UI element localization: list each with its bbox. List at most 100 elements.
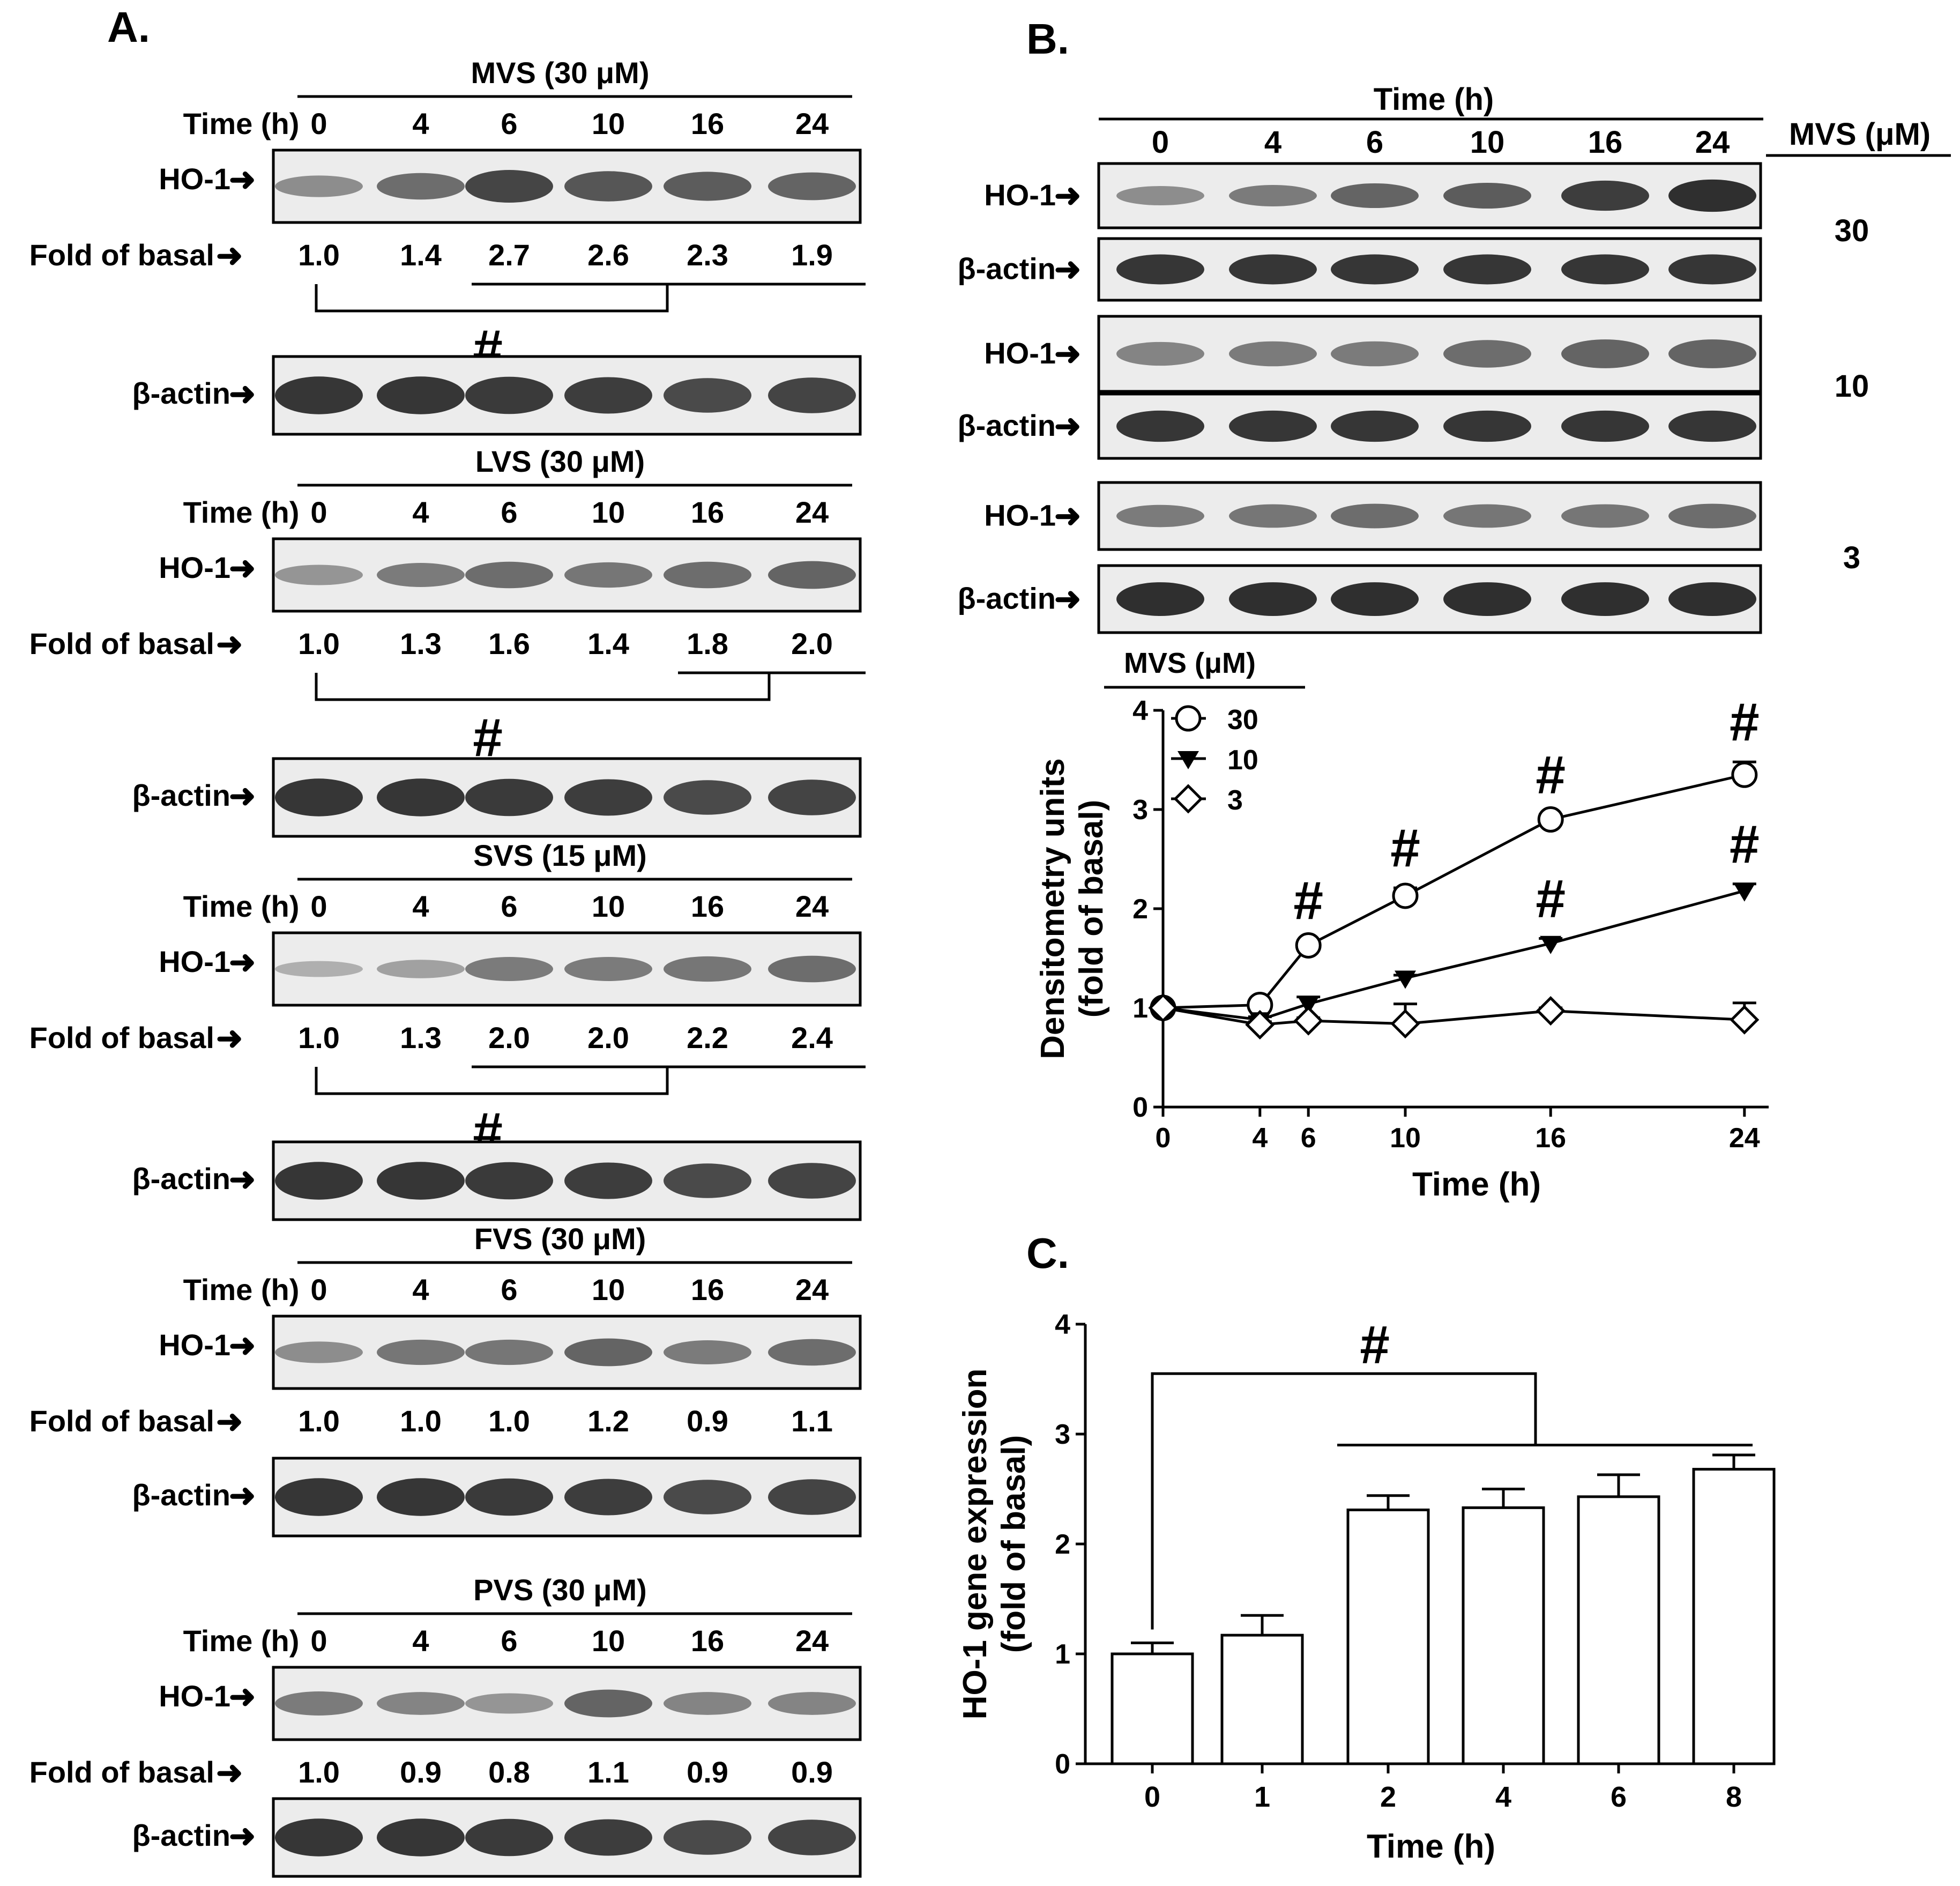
right-arrow-icon: ➜	[216, 1404, 243, 1439]
x-tick-label: 10	[1390, 1123, 1421, 1154]
legend-label: 3	[1227, 785, 1243, 816]
time-tick: 24	[1695, 125, 1730, 160]
band	[1443, 410, 1531, 442]
band	[275, 961, 363, 977]
y-tick-label: 4	[1132, 695, 1148, 726]
x-tick-label: 0	[1156, 1123, 1171, 1154]
legend-label: 10	[1227, 745, 1258, 776]
band	[1229, 410, 1317, 442]
panel-b-label: B.	[1026, 15, 1069, 63]
fold-value: 1.1	[587, 1755, 629, 1789]
band	[1668, 582, 1756, 616]
ho1-blot	[1097, 162, 1762, 229]
time-tick: 10	[592, 1624, 625, 1658]
fold-value: 1.4	[587, 627, 629, 660]
series-10	[1151, 882, 1756, 1031]
fold-value: 1.0	[298, 238, 340, 272]
band	[664, 956, 751, 982]
band	[465, 778, 553, 816]
band	[664, 1480, 751, 1514]
x-tick-label: 4	[1495, 1781, 1511, 1813]
data-point	[1733, 883, 1755, 902]
fold-value: 2.0	[587, 1021, 629, 1055]
dose-label: 3	[1843, 540, 1860, 575]
band	[275, 175, 363, 197]
right-arrow-icon: ➜	[229, 778, 256, 814]
time-tick: 0	[310, 1273, 327, 1306]
band	[1116, 186, 1204, 205]
band	[1443, 182, 1531, 209]
right-arrow-icon: ➜	[229, 1818, 256, 1854]
fold-value: 1.6	[488, 627, 530, 660]
band	[768, 172, 856, 201]
right-arrow-icon: ➜	[1054, 336, 1081, 372]
y-axis-label-line: (fold of basal)	[995, 1435, 1032, 1653]
fold-value: 2.0	[488, 1021, 530, 1055]
x-tick-label: 0	[1144, 1781, 1160, 1813]
band	[564, 1162, 652, 1199]
significance-bracket	[315, 673, 771, 701]
band	[1561, 254, 1649, 285]
band	[1116, 341, 1204, 366]
band	[1443, 340, 1531, 368]
data-point	[1295, 932, 1322, 959]
fold-value: 0.9	[687, 1404, 728, 1438]
time-tick: 6	[501, 495, 517, 529]
series-line	[1162, 1006, 1745, 1026]
time-tick: 24	[795, 1624, 829, 1658]
band	[275, 1691, 363, 1716]
time-tick: 4	[412, 495, 429, 529]
band	[1443, 504, 1531, 528]
band	[1331, 582, 1419, 616]
x-tick-label: 1	[1254, 1781, 1270, 1813]
ho1-label: HO-1	[159, 551, 230, 584]
y-tick-label: 4	[1055, 1309, 1070, 1340]
band	[465, 561, 553, 589]
right-arrow-icon: ➜	[1054, 581, 1081, 617]
right-arrow-icon: ➜	[229, 376, 256, 412]
actin-label: β-actin	[957, 252, 1056, 286]
band	[1229, 254, 1317, 285]
fold-value: 0.9	[687, 1755, 728, 1789]
fold-value: 2.6	[587, 238, 629, 272]
band	[664, 378, 751, 413]
band	[465, 169, 553, 203]
time-tick: 4	[412, 1624, 429, 1658]
actin-label: β-actin	[132, 1818, 230, 1852]
data-point	[1537, 806, 1564, 833]
band	[465, 957, 553, 981]
right-arrow-icon: ➜	[229, 161, 256, 197]
time-tick: 10	[1470, 125, 1505, 160]
fold-value: 2.3	[687, 238, 728, 272]
y-tick-label: 1	[1055, 1639, 1070, 1670]
right-arrow-icon: ➜	[229, 1679, 256, 1714]
time-tick: 10	[592, 1273, 625, 1306]
band	[564, 1338, 652, 1367]
x-tick-label: 4	[1252, 1123, 1268, 1154]
actin-label: β-actin	[132, 1162, 230, 1196]
band	[1668, 503, 1756, 529]
data-point	[1731, 761, 1758, 788]
time-tick: 10	[592, 107, 625, 140]
band	[1116, 410, 1204, 442]
panel-a-label: A.	[107, 3, 150, 51]
bar	[1346, 1508, 1430, 1765]
panel-c-label: C.	[1026, 1229, 1069, 1277]
band	[377, 1478, 465, 1516]
fold-value: 2.2	[687, 1021, 728, 1055]
data-point	[1148, 993, 1178, 1023]
data-point	[1536, 996, 1566, 1026]
time-tick: 0	[310, 107, 327, 140]
group-title: SVS (15 μM)	[473, 838, 647, 872]
line-chart: 0 1 2 3 4 0 4 6 10 16 24 Time (h) Densitometry units…	[1034, 647, 1769, 1203]
right-arrow-icon: ➜	[229, 1327, 256, 1363]
right-arrow-icon: ➜	[216, 1755, 243, 1791]
band	[768, 1692, 856, 1715]
band	[564, 779, 652, 816]
ho1-blot	[1097, 315, 1762, 393]
ho1-label: HO-1	[984, 178, 1056, 212]
time-header: Time (h)	[1374, 82, 1494, 117]
band	[564, 171, 652, 202]
y-axis-label: HO-1 gene expression(fold of basal)	[957, 1369, 1032, 1720]
